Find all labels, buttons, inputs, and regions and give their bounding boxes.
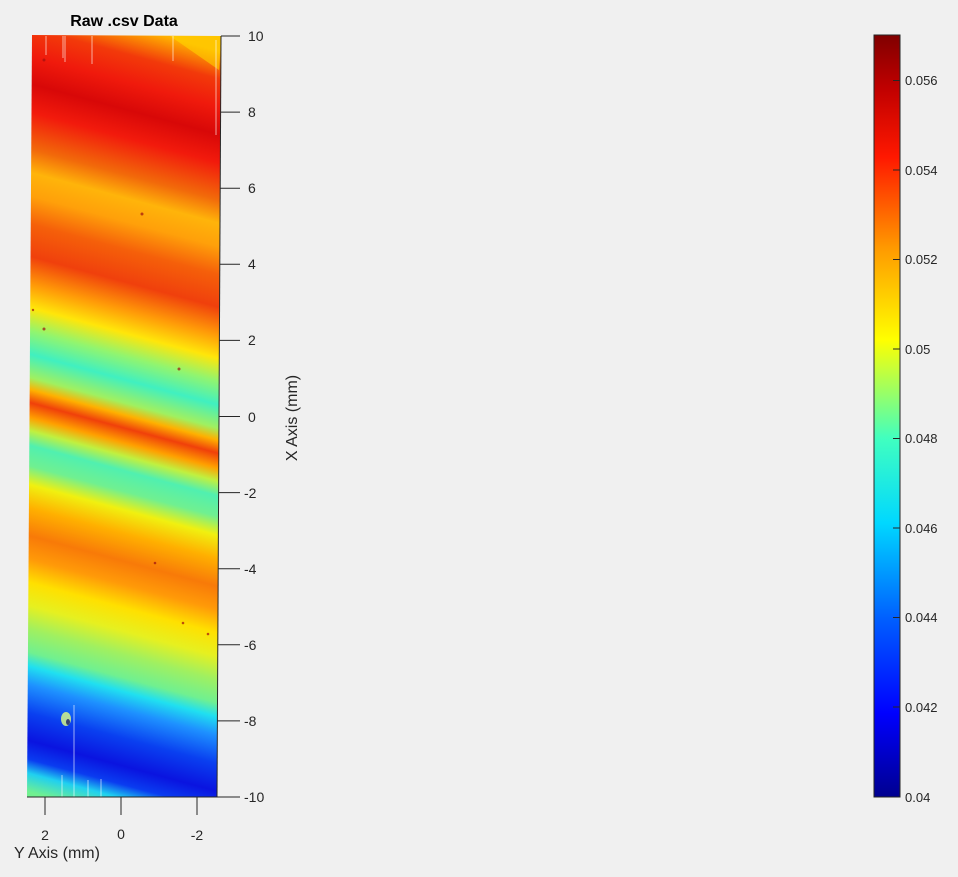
colorbar-tick-label: 0.052 — [905, 252, 938, 267]
colorbar-ticks — [893, 80, 900, 708]
y-tick-label: 0 — [117, 826, 125, 842]
colorbar-tick-label: 0.048 — [905, 431, 938, 446]
y-tick-label: 2 — [41, 827, 49, 843]
x-axis-tick-labels: 10 8 6 4 2 0 -2 -4 -6 -8 -10 — [244, 28, 264, 805]
x-tick-label: 2 — [248, 332, 256, 348]
x-axis-right — [216, 35, 240, 798]
x-tick-label: -4 — [244, 561, 257, 577]
y-axis-label: Y Axis (mm) — [14, 845, 100, 862]
x-tick-label: 6 — [248, 180, 256, 196]
chart-title: Raw .csv Data — [70, 13, 178, 30]
data-artifacts — [45, 36, 217, 797]
x-tick-label: 10 — [248, 28, 264, 44]
colorbar-tick-label: 0.044 — [905, 610, 938, 625]
y-axis-tick-labels: 2 0 -2 — [41, 826, 203, 843]
x-tick-label: 0 — [248, 409, 256, 425]
x-tick-label: -2 — [244, 485, 257, 501]
x-axis-label: X Axis (mm) — [284, 375, 301, 461]
x-tick-label: -6 — [244, 637, 257, 653]
x-tick-label: 4 — [248, 256, 256, 272]
colorbar-tick-label: 0.046 — [905, 521, 938, 536]
surface-plot — [27, 35, 221, 797]
defect-spot — [61, 712, 71, 726]
x-tick-label: 8 — [248, 104, 256, 120]
y-tick-label: -2 — [191, 827, 204, 843]
colorbar-tick-label: 0.05 — [905, 342, 930, 357]
colorbar-tick-label: 0.056 — [905, 73, 938, 88]
colorbar: 0.056 0.054 0.052 0.05 0.048 0.046 0.044… — [873, 34, 938, 805]
colorbar-tick-label: 0.04 — [905, 790, 930, 805]
colorbar-tick-label: 0.042 — [905, 700, 938, 715]
x-tick-label: -8 — [244, 713, 257, 729]
x-tick-label: -10 — [244, 789, 264, 805]
colorbar-tick-label: 0.054 — [905, 163, 938, 178]
data-speckles — [31, 58, 210, 636]
y-axis-bottom — [27, 796, 236, 815]
colorbar-tick-labels: 0.056 0.054 0.052 0.05 0.048 0.046 0.044… — [905, 73, 938, 805]
